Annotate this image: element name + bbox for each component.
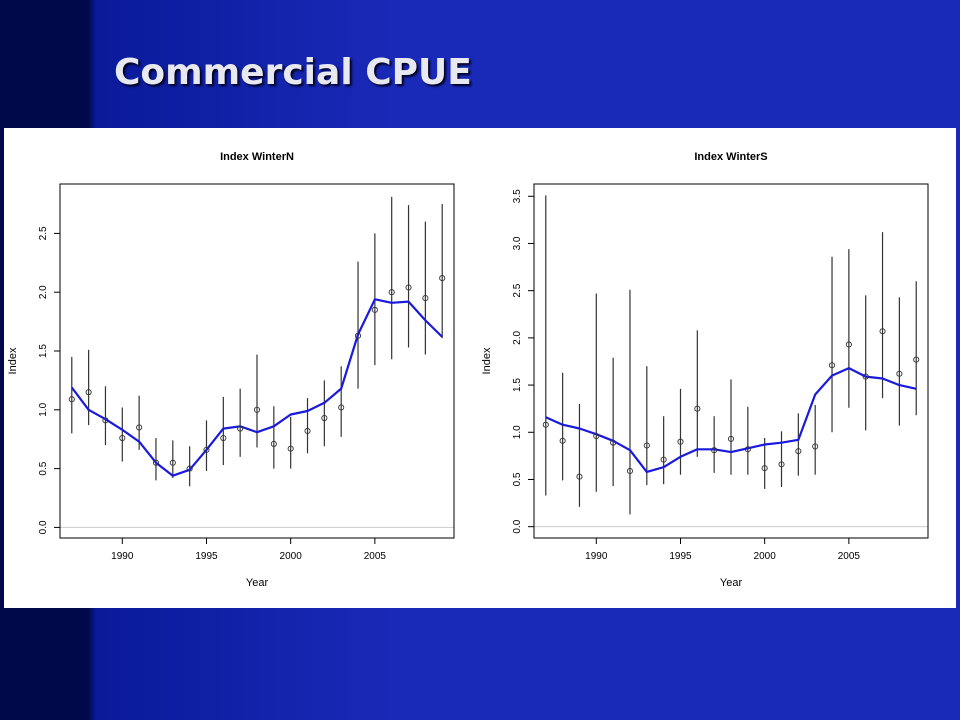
observed-point (439, 275, 446, 282)
observed-point (913, 356, 920, 363)
fitted-line (545, 367, 917, 473)
observed-point (643, 442, 650, 449)
observed-point (203, 446, 210, 453)
observed-point (845, 341, 852, 348)
observed-point (321, 414, 328, 422)
observed-point (85, 389, 92, 396)
observed-point (778, 461, 785, 468)
observed-point (694, 405, 701, 412)
y-tick-label: 1.0 (38, 402, 49, 416)
x-axis-label: Year (246, 577, 269, 589)
observed-point (152, 459, 160, 466)
observed-point (711, 447, 718, 454)
observed-point (119, 434, 126, 442)
observed-point (559, 437, 566, 444)
y-tick-label: 0.0 (512, 519, 523, 533)
plot-frame (533, 183, 929, 539)
x-tick-label: 2005 (364, 551, 387, 562)
observed-point (354, 332, 362, 339)
y-tick-label: 1.5 (38, 344, 49, 358)
observed-point (186, 465, 193, 472)
observed-point (270, 440, 277, 447)
figure-panel: Index WinterN 0.0 0.5 1.0 1.5 2.0 2.5 1990 1995 2… (4, 128, 956, 608)
x-tick-label: 2000 (280, 551, 303, 562)
observed-point (828, 362, 836, 369)
observed-point (896, 370, 903, 377)
observed-point (304, 427, 311, 435)
x-tick-label: 1995 (195, 551, 218, 562)
observed-point (136, 424, 143, 431)
observed-point (371, 306, 378, 313)
x-tick-label: 1990 (111, 551, 134, 562)
observed-point (795, 448, 802, 455)
y-tick-label: 0.5 (512, 472, 523, 486)
y-tick-label: 1.0 (512, 425, 523, 439)
observed-point (626, 467, 634, 475)
observed-point (405, 284, 412, 291)
observed-point (576, 473, 583, 480)
y-axis-label: Index (481, 347, 493, 374)
observed-point (677, 438, 684, 445)
observed-point (862, 373, 869, 380)
observed-point (102, 417, 109, 424)
observed-point (68, 396, 75, 403)
x-tick-label: 1990 (585, 551, 608, 562)
observed-point (169, 459, 176, 466)
observed-point (812, 443, 819, 450)
y-tick-label: 2.5 (38, 226, 49, 240)
fitted-line (70, 298, 443, 477)
observed-point (593, 432, 600, 440)
observed-point (542, 421, 549, 428)
y-tick-label: 1.5 (512, 378, 523, 392)
observed-point (727, 435, 735, 442)
observed-point (338, 404, 345, 411)
observed-point (422, 295, 429, 302)
y-tick-label: 2.0 (512, 330, 523, 344)
observed-point (253, 406, 261, 413)
chart-0: Index WinterN 0.0 0.5 1.0 1.5 2.0 2.5 1990 1995 2… (7, 151, 455, 589)
chart-title: Index WinterS (694, 151, 767, 163)
chart-title: Index WinterN (220, 151, 294, 163)
observed-point (660, 456, 667, 463)
observed-point (220, 434, 227, 442)
observed-point (761, 465, 768, 472)
x-tick-label: 2000 (754, 551, 777, 562)
y-tick-label: 3.0 (512, 236, 523, 250)
y-tick-label: 0.5 (38, 461, 49, 475)
plot-frame (59, 183, 455, 539)
x-tick-label: 2005 (838, 551, 861, 562)
y-tick-label: 2.0 (38, 285, 49, 299)
observed-point (879, 328, 886, 335)
x-axis-label: Year (720, 577, 743, 589)
observed-point (610, 439, 617, 446)
x-tick-label: 1995 (669, 551, 692, 562)
cpue-charts: Index WinterN 0.0 0.5 1.0 1.5 2.0 2.5 1990 1995 2… (7, 151, 929, 589)
observed-point (237, 425, 244, 432)
y-axis-label: Index (7, 347, 19, 374)
observed-point (388, 289, 395, 296)
chart-1: Index WinterS 0.0 0.5 1.0 1.5 2.0 2.5 3.0 3.5 199… (481, 151, 929, 589)
y-tick-label: 3.5 (512, 189, 523, 203)
observed-point (287, 445, 294, 452)
slide-title: Commercial CPUE (114, 52, 472, 93)
y-tick-label: 2.5 (512, 283, 523, 297)
y-tick-label: 0.0 (38, 520, 49, 534)
observed-point (744, 446, 751, 453)
